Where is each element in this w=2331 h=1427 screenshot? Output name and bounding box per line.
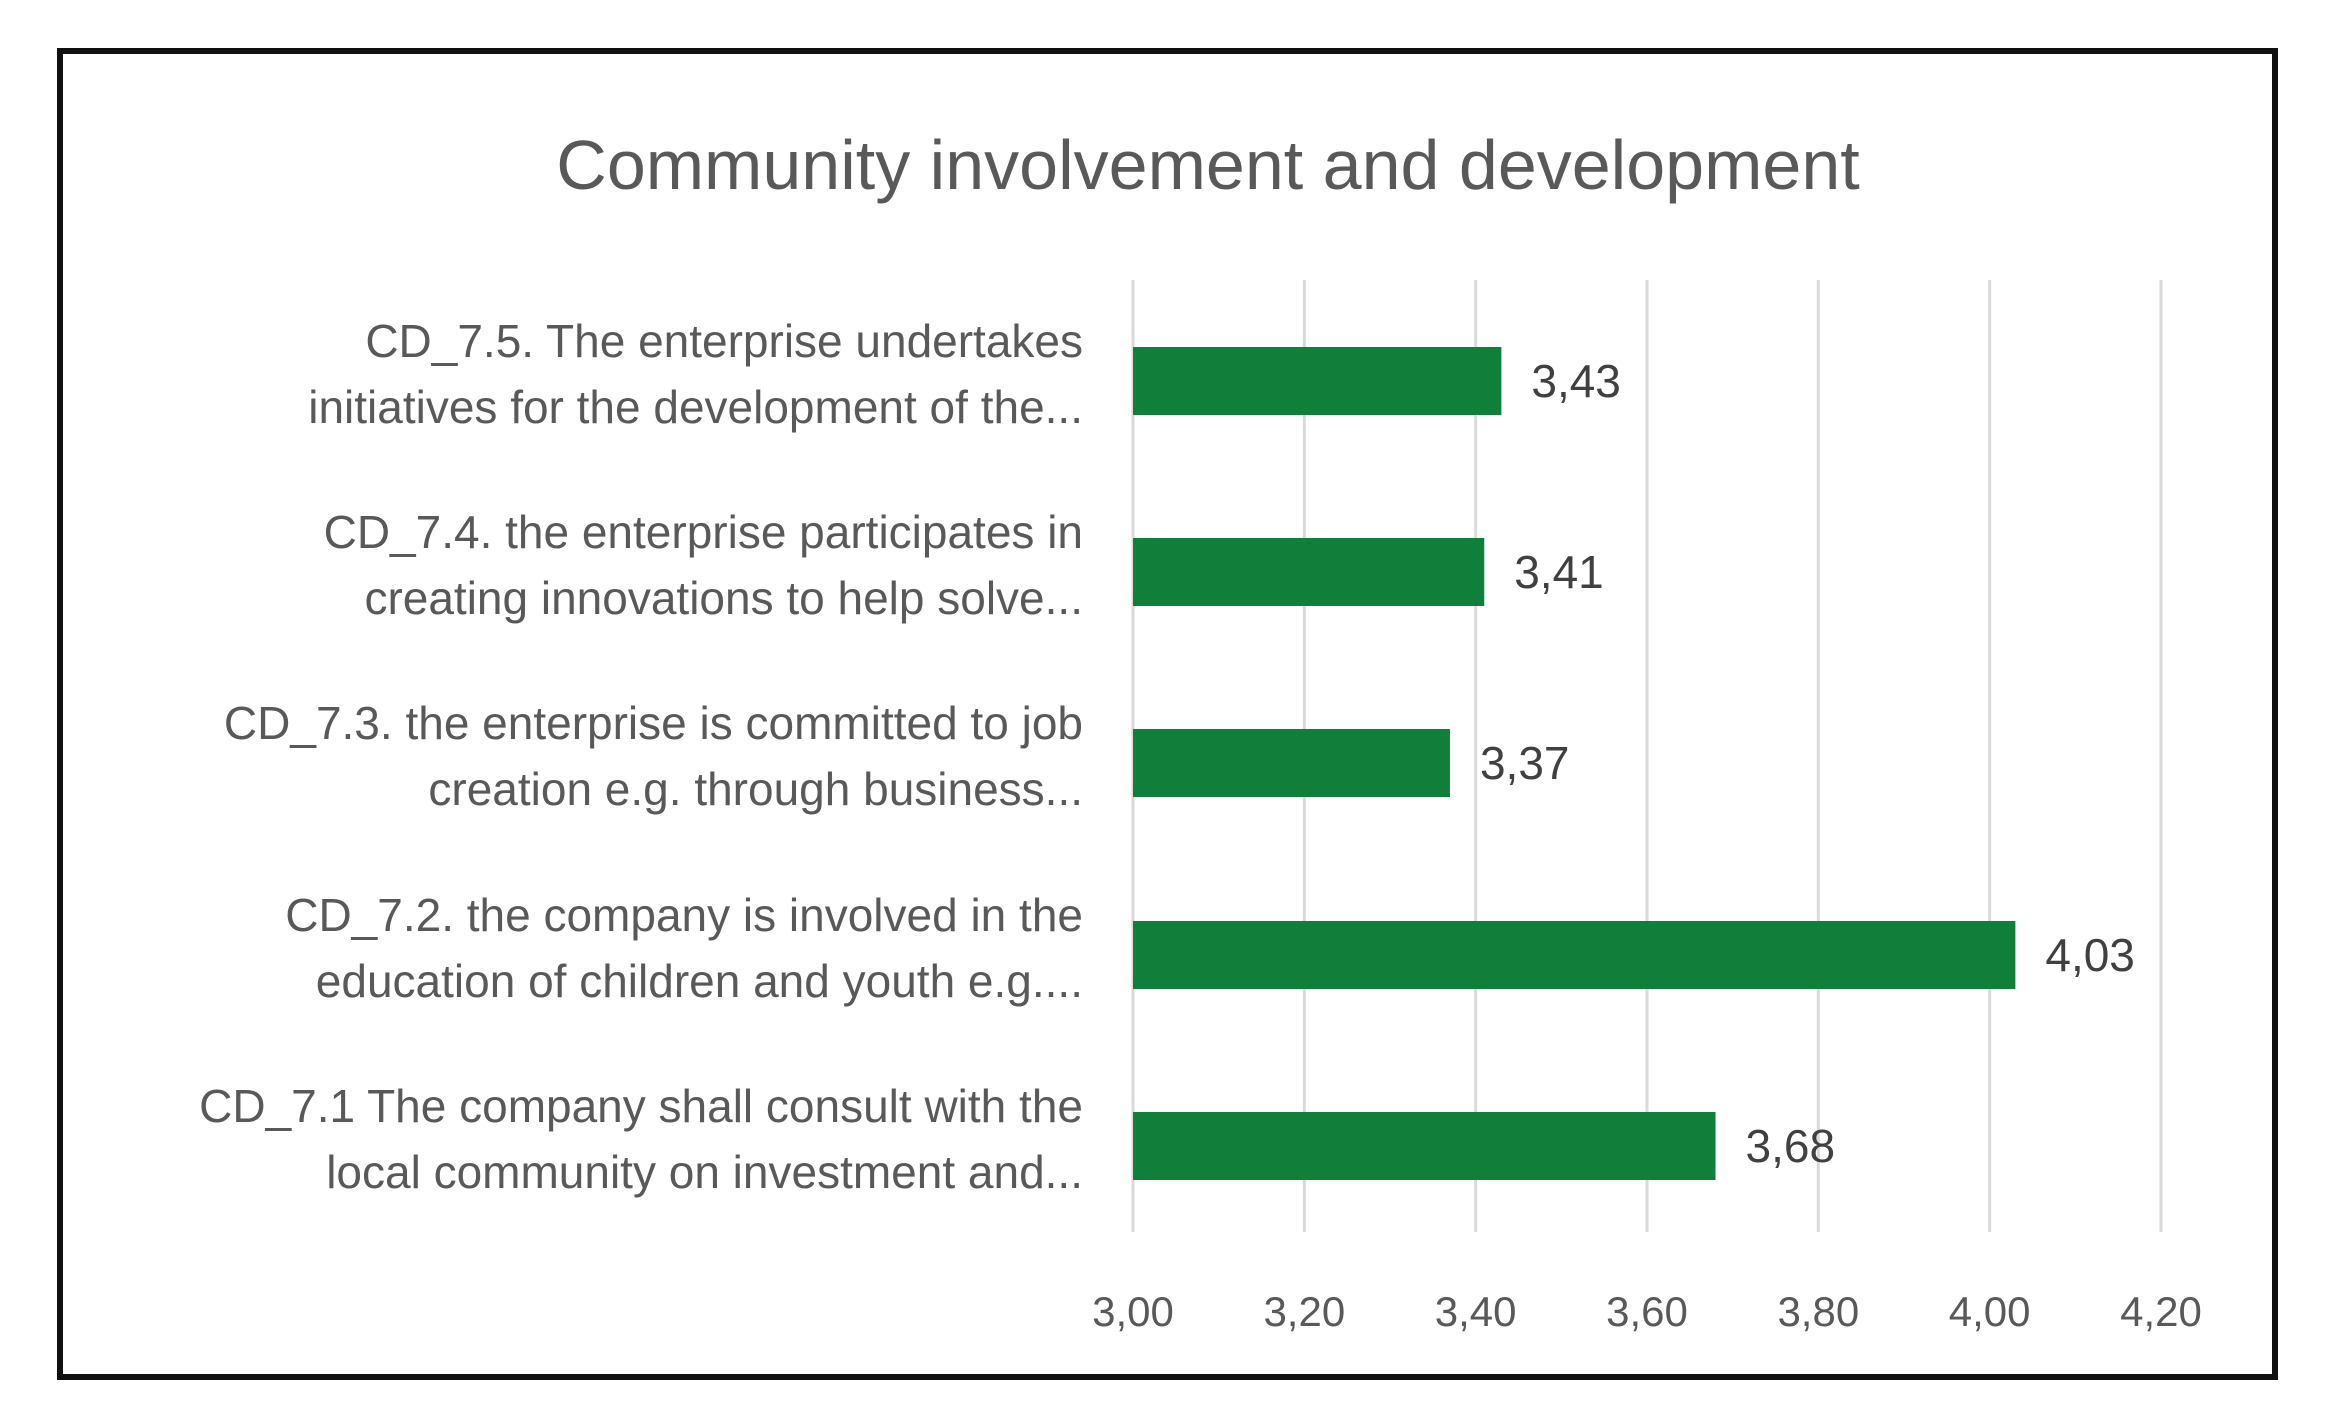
category-label-line: CD_7.1 The company shall consult with th… xyxy=(199,1080,1083,1132)
category-label: CD_7.2. the company is involved in the ed… xyxy=(285,889,1083,1007)
category-label-line: CD_7.4. the enterprise participates in xyxy=(324,506,1083,558)
data-label: 3,43 xyxy=(1531,355,1621,407)
category-label-line: initiatives for the development of the..… xyxy=(308,381,1083,433)
bar xyxy=(1133,729,1450,797)
category-label-line: CD_7.2. the company is involved in the xyxy=(285,889,1083,941)
chart-frame: Community involvement and development CD… xyxy=(57,48,2278,1380)
x-tick-label: 4,20 xyxy=(2120,1288,2202,1335)
category-label-line: CD_7.5. The enterprise undertakes xyxy=(365,315,1083,367)
x-axis-ticks: 3,00 3,20 3,40 3,60 3,80 4,00 4,20 xyxy=(1092,1288,2202,1335)
category-labels: CD_7.5. The enterprise undertakes initiat… xyxy=(199,315,1083,1198)
category-label: CD_7.1 The company shall consult with th… xyxy=(199,1080,1083,1198)
bars xyxy=(1133,347,2016,1180)
category-label-line: creating innovations to help solve... xyxy=(364,572,1083,624)
x-tick-label: 3,00 xyxy=(1092,1288,1174,1335)
data-labels: 3,43 3,41 3,37 4,03 3,68 xyxy=(1480,355,2135,1172)
chart-title: Community involvement and development xyxy=(556,126,1859,204)
bar xyxy=(1133,538,1485,606)
data-label: 4,03 xyxy=(2045,929,2135,981)
category-label: CD_7.3. the enterprise is committed to j… xyxy=(224,697,1083,815)
data-label: 3,68 xyxy=(1746,1120,1836,1172)
x-tick-label: 3,60 xyxy=(1606,1288,1688,1335)
bar-chart: Community involvement and development CD… xyxy=(199,126,2202,1335)
category-label: CD_7.5. The enterprise undertakes initiat… xyxy=(308,315,1083,433)
bar xyxy=(1133,1112,1716,1180)
category-label-line: education of children and youth e.g.... xyxy=(316,955,1083,1007)
category-label: CD_7.4. the enterprise participates in cr… xyxy=(324,506,1083,624)
bar xyxy=(1133,921,2016,989)
category-label-line: creation e.g. through business... xyxy=(428,763,1083,815)
x-tick-label: 3,80 xyxy=(1777,1288,1859,1335)
category-label-line: local community on investment and... xyxy=(326,1146,1083,1198)
gridlines xyxy=(1131,280,2163,1232)
bar xyxy=(1133,347,1502,415)
data-label: 3,37 xyxy=(1480,737,1570,789)
x-tick-label: 3,20 xyxy=(1263,1288,1345,1335)
category-label-line: CD_7.3. the enterprise is committed to j… xyxy=(224,697,1083,749)
x-tick-label: 4,00 xyxy=(1949,1288,2031,1335)
x-tick-label: 3,40 xyxy=(1435,1288,1517,1335)
data-label: 3,41 xyxy=(1514,546,1604,598)
